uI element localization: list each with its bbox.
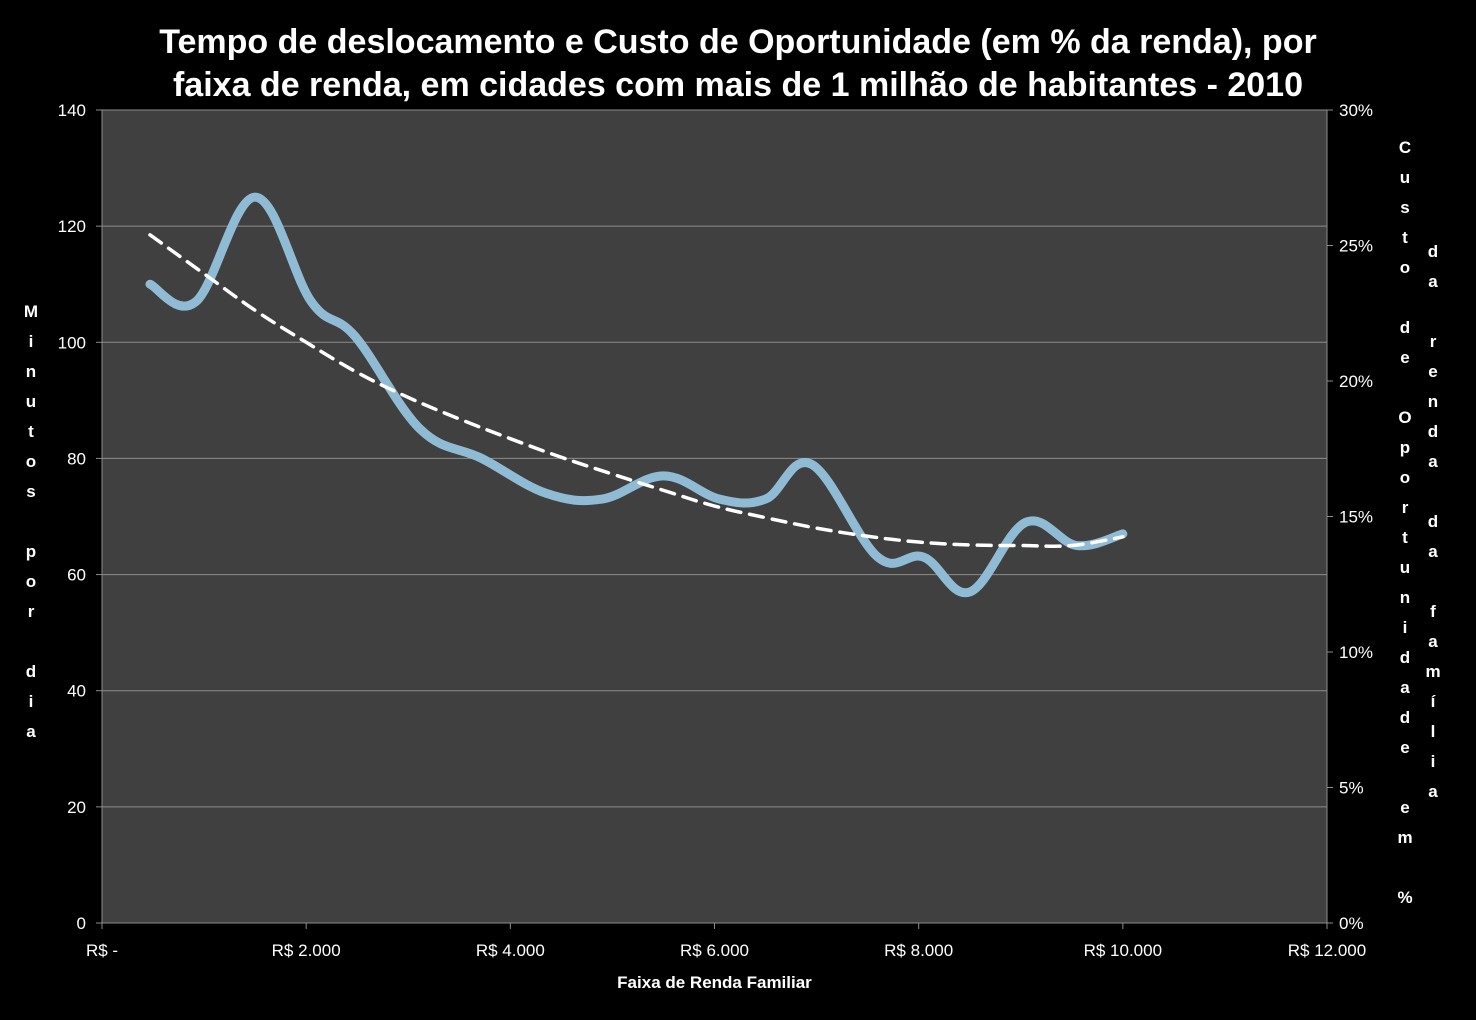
axis-label-char: a xyxy=(1428,782,1438,801)
axis-label-char: i xyxy=(1430,752,1436,771)
axis-label-char xyxy=(1394,283,1416,313)
axis-label-char xyxy=(1394,373,1416,403)
axis-label-char xyxy=(1394,853,1416,883)
axis-label-char xyxy=(1422,567,1444,597)
axis-label-char: f xyxy=(1430,602,1436,621)
axis-label-char: d xyxy=(25,662,37,681)
axis-label-char: o xyxy=(25,452,37,471)
axis-label-char xyxy=(20,627,42,657)
axis-label-char: l xyxy=(1430,722,1436,741)
axis-label-char: u xyxy=(1399,558,1411,577)
chart-title-line-1: Tempo de deslocamento e Custo de Oportun… xyxy=(159,23,1317,61)
axis-label-char: a xyxy=(1428,542,1438,561)
chart-title-line-2: faixa de renda, em cidades com mais de 1… xyxy=(172,66,1303,104)
axis-label-char: d xyxy=(1399,318,1411,337)
y2-tick-label: 20% xyxy=(1339,372,1373,391)
axis-label-char: o xyxy=(1399,468,1411,487)
y-tick-label: 140 xyxy=(58,101,86,120)
axis-label-char: r xyxy=(27,602,35,621)
axis-label-char: e xyxy=(1400,348,1410,367)
axis-label-char: d xyxy=(1427,512,1439,531)
x-tick-label: R$ 6.000 xyxy=(680,941,749,960)
y-tick-label: 60 xyxy=(67,566,86,585)
axis-label-char: o xyxy=(25,572,37,591)
axis-label-char: e xyxy=(1428,362,1438,381)
axes xyxy=(96,109,1333,929)
y-tick-label: 20 xyxy=(67,798,86,817)
axis-label-char: r xyxy=(1401,498,1409,517)
y2-tick-label: 15% xyxy=(1339,508,1373,527)
axis-label-char: C xyxy=(1398,138,1412,157)
y2-tick-label: 10% xyxy=(1339,643,1373,662)
axis-label-char: e xyxy=(1400,798,1410,817)
axis-label-char: u xyxy=(1399,168,1411,187)
axis-label-char: s xyxy=(1400,198,1410,217)
series-line-travel-time xyxy=(145,192,1128,598)
axis-label-char: s xyxy=(26,482,36,501)
x-tick-label: R$ 12.000 xyxy=(1288,941,1366,960)
axis-label-char: e xyxy=(1400,738,1410,757)
axis-label-char: m xyxy=(1397,828,1413,847)
y-tick-label: 40 xyxy=(67,682,86,701)
axis-label-char: d xyxy=(1399,708,1411,727)
axis-label-char: O xyxy=(1398,408,1412,427)
x-axis-label: Faixa de Renda Familiar xyxy=(617,973,812,992)
axis-label-char xyxy=(1422,477,1444,507)
axis-label-char: p xyxy=(25,542,37,561)
axis-label-char: n xyxy=(25,362,37,381)
axis-label-char: i xyxy=(1402,618,1408,637)
trend-line-dashed xyxy=(148,233,1125,549)
plot-area xyxy=(102,110,1327,923)
axis-label-char: m xyxy=(1425,662,1441,681)
axis-label-char: í xyxy=(1430,692,1436,711)
y2-tick-label: 0% xyxy=(1339,914,1364,933)
y-tick-label: 120 xyxy=(58,217,86,236)
axis-label-char xyxy=(1394,763,1416,793)
tick-labels: R$ - R$ 2.000 R$ 4.000 R$ 6.000 R$ 8.000 R$ 1… xyxy=(58,101,1373,960)
y2-tick-label: 5% xyxy=(1339,779,1364,798)
axis-label-char: i xyxy=(28,692,34,711)
y-tick-label: 0 xyxy=(77,914,86,933)
axis-label-char xyxy=(20,507,42,537)
series-lines xyxy=(145,192,1128,598)
axis-label-char: r xyxy=(1429,332,1437,351)
axis-label-char: o xyxy=(1399,258,1411,277)
axis-label-char: M xyxy=(23,302,39,321)
axis-label-char: p xyxy=(1399,438,1411,457)
axis-label-char: i xyxy=(28,332,34,351)
x-tick-label: R$ 10.000 xyxy=(1084,941,1162,960)
y2-tick-label: 30% xyxy=(1339,101,1373,120)
y-tick-label: 100 xyxy=(58,333,86,352)
axis-label-char: t xyxy=(28,422,34,441)
axis-label-char: t xyxy=(1402,528,1408,547)
axis-label-char: t xyxy=(1402,228,1408,247)
axis-label-char: d xyxy=(1399,648,1411,667)
axis-label-char: a xyxy=(1428,452,1438,471)
axis-label-char: a xyxy=(1400,678,1410,697)
x-tick-label: R$ 8.000 xyxy=(884,941,953,960)
axis-label-char: a xyxy=(26,722,36,741)
axis-label-char: d xyxy=(1427,242,1439,261)
axis-label-char: u xyxy=(25,392,37,411)
x-tick-label: R$ 2.000 xyxy=(272,941,341,960)
x-tick-label: R$ 4.000 xyxy=(476,941,545,960)
axis-label-char: a xyxy=(1428,272,1438,291)
x-tick-label: R$ - xyxy=(86,941,118,960)
y-tick-label: 80 xyxy=(67,449,86,468)
axis-label-char: % xyxy=(1397,888,1413,907)
y2-tick-label: 25% xyxy=(1339,237,1373,256)
axis-label-char: n xyxy=(1427,392,1439,411)
axis-label-char: d xyxy=(1427,422,1439,441)
axis-label-char: n xyxy=(1399,588,1411,607)
axis-label-char xyxy=(1422,297,1444,327)
axis-label-char: a xyxy=(1428,632,1438,651)
